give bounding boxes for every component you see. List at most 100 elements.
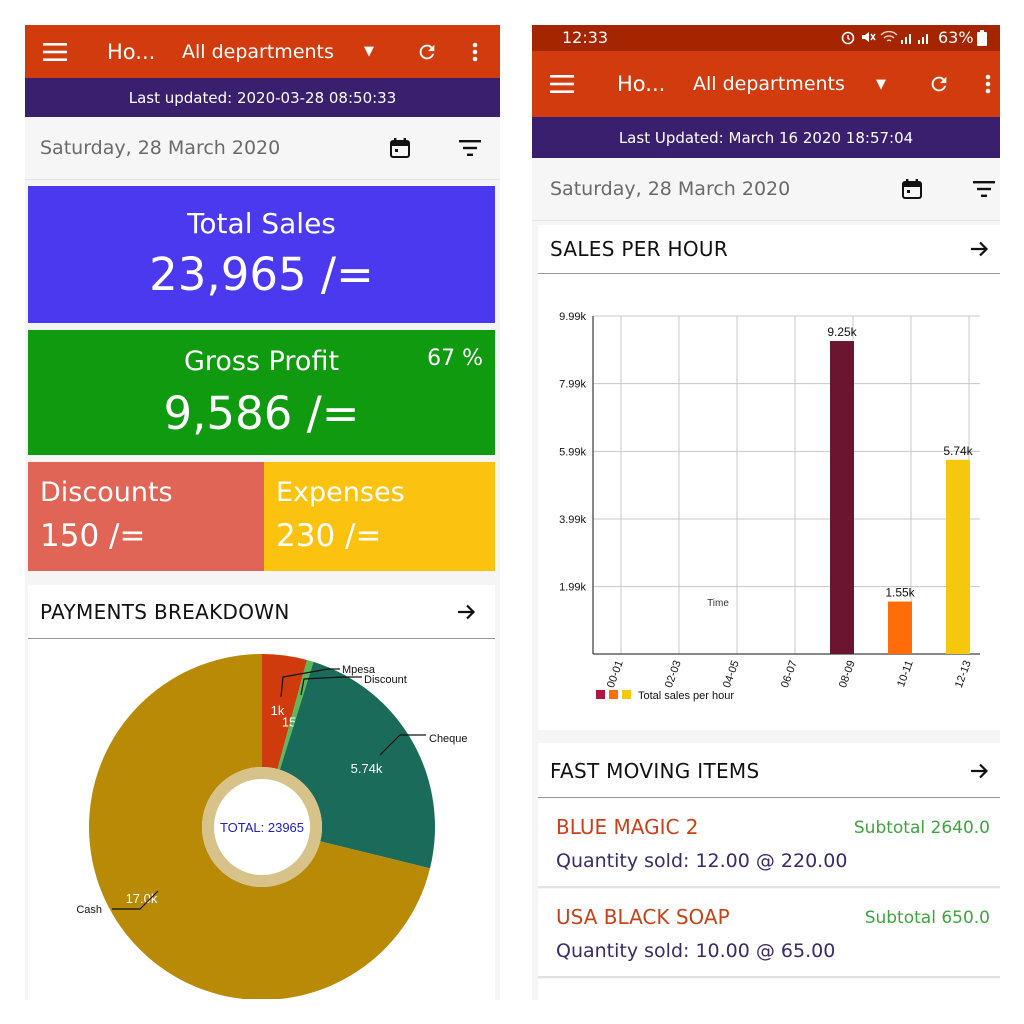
payments-title: PAYMENTS BREAKDOWN [40,599,290,624]
leader-line [379,734,426,756]
calendar-icon[interactable] [388,117,412,179]
item-name: USA BLACK SOAP [556,905,730,929]
y-tick-label: 9.99k [559,311,586,323]
x-tick-label: 04-05 [721,659,742,690]
battery-percent: 63% [938,28,974,47]
expenses-card[interactable]: Expenses 230 /= [264,462,495,571]
pie-slice-cheque [279,661,435,869]
legend-swatch [596,690,605,699]
bar-value-label: 9.25k [827,325,857,339]
calendar-icon[interactable] [900,158,924,220]
leader-line [112,890,159,910]
filter-icon[interactable] [973,158,995,220]
list-item[interactable] [538,979,1000,1000]
menu-icon[interactable] [43,25,67,78]
x-tick-label: 10-11 [895,659,916,689]
expenses-label: Expenses [276,477,405,508]
sales-per-hour-header[interactable]: SALES PER HOUR [538,225,1000,274]
last-updated-banner: Last updated: 2020-03-28 08:50:33 [25,78,500,117]
item-quantity: Quantity sold: 10.00 @ 65.00 [556,940,836,962]
y-tick-label: 3.99k [559,514,586,526]
legend-swatch [609,690,618,699]
x-tick-label: 02-03 [663,659,684,690]
x-tick-label: 08-09 [837,659,858,690]
y-tick-label: 7.99k [559,379,586,391]
more-vert-icon[interactable] [472,25,478,78]
arrow-forward-icon[interactable] [456,585,476,638]
date-bar: Saturday, 28 March 2020 [532,158,1000,221]
leader-line [300,676,362,696]
total-sales-value: 23,965 /= [149,248,374,301]
sales-per-hour-title: SALES PER HOUR [550,237,729,261]
expenses-value: 230 /= [276,518,382,554]
gross-profit-label: Gross Profit [183,346,340,377]
bar [888,601,912,654]
list-item[interactable]: USA BLACK SOAP Subtotal 650.0 Quantity s… [538,889,1000,978]
payments-header[interactable]: PAYMENTS BREAKDOWN [28,585,495,639]
app-bar: Ho... All departments ▼ [25,25,500,78]
slice-value-label: 1k [271,703,285,718]
left-screen: Ho... All departments ▼ Last updated: 20… [25,25,500,1000]
slice-value-label: 17.0k [126,891,158,906]
payments-breakdown-card: PAYMENTS BREAKDOWN 1k 150 5.74k 17.0k TOTAL:… [28,585,495,1000]
right-screen: 12:33 63% Ho... All departments ▼ Las [532,25,1000,1000]
battery-icon [977,30,987,50]
gross-profit-percent: 67 % [427,346,483,371]
date-bar: Saturday, 28 March 2020 [25,117,500,180]
refresh-icon[interactable] [928,51,950,117]
chart-annotation: Time [707,598,729,609]
bar-value-label: 5.74k [943,444,973,458]
department-select[interactable]: All departments [182,40,334,63]
alarm-icon [840,29,856,49]
y-tick-label: 5.99k [559,446,586,458]
slice-name-label: Mpesa [342,664,376,676]
y-tick-label: 1.99k [559,582,586,594]
bar [830,341,854,654]
discounts-card[interactable]: Discounts 150 /= [28,462,264,571]
mute-icon [860,29,876,49]
date-text: Saturday, 28 March 2020 [40,137,281,159]
status-time: 12:33 [562,28,609,47]
leader-line [280,668,340,698]
x-tick-label: 06-07 [779,659,800,690]
x-tick-label: 12-13 [953,659,974,690]
refresh-icon[interactable] [416,25,438,78]
sales-per-hour-chart: 1.99k 3.99k 5.99k 7.99k 9.99k 00-01 02-03 04-05… [559,311,980,702]
fast-moving-title: FAST MOVING ITEMS [550,758,760,783]
sales-per-hour-card: SALES PER HOUR 1.99k 3.99k 5.99k 7.99k 9.99k… [538,225,1000,730]
department-select[interactable]: All departments [693,73,845,95]
app-title: Ho... [617,72,666,96]
slice-name-label: Discount [364,674,407,686]
list-item[interactable]: BLUE MAGIC 2 Subtotal 2640.0 Quantity so… [538,799,1000,888]
menu-icon[interactable] [550,51,574,117]
arrow-forward-icon[interactable] [969,743,989,798]
date-text: Saturday, 28 March 2020 [550,178,791,200]
pie-slice-mpesa [262,654,307,770]
fast-moving-header[interactable]: FAST MOVING ITEMS [538,743,1000,798]
slice-name-label: Cheque [429,733,468,745]
more-vert-icon[interactable] [985,51,991,117]
slice-name-label: Cash [76,904,102,916]
wifi-icon [880,29,898,49]
total-sales-card[interactable]: Total Sales 23,965 /= [28,186,495,323]
status-bar: 12:33 63% [532,25,1000,51]
arrow-forward-icon[interactable] [969,225,989,273]
item-quantity: Quantity sold: 12.00 @ 220.00 [556,850,848,872]
chevron-down-icon[interactable]: ▼ [876,76,886,92]
bar [946,459,970,654]
bar-value-label: 1.55k [885,586,915,600]
gross-profit-card[interactable]: Gross Profit 67 % 9,586 /= [28,330,495,455]
x-tick-label: 00-01 [605,659,626,690]
item-name: BLUE MAGIC 2 [556,815,699,839]
discounts-label: Discounts [40,477,173,508]
gross-profit-value: 9,586 /= [163,387,360,440]
filter-icon[interactable] [459,117,481,179]
signal-icon [900,29,934,49]
total-sales-label: Total Sales [187,207,336,240]
last-updated-banner: Last Updated: March 16 2020 18:57:04 [532,117,1000,158]
app-title: Ho... [107,39,156,64]
chevron-down-icon[interactable]: ▼ [364,44,374,59]
pie-total-label: TOTAL: 23965 [220,820,304,835]
app-bar: Ho... All departments ▼ [532,51,1000,117]
